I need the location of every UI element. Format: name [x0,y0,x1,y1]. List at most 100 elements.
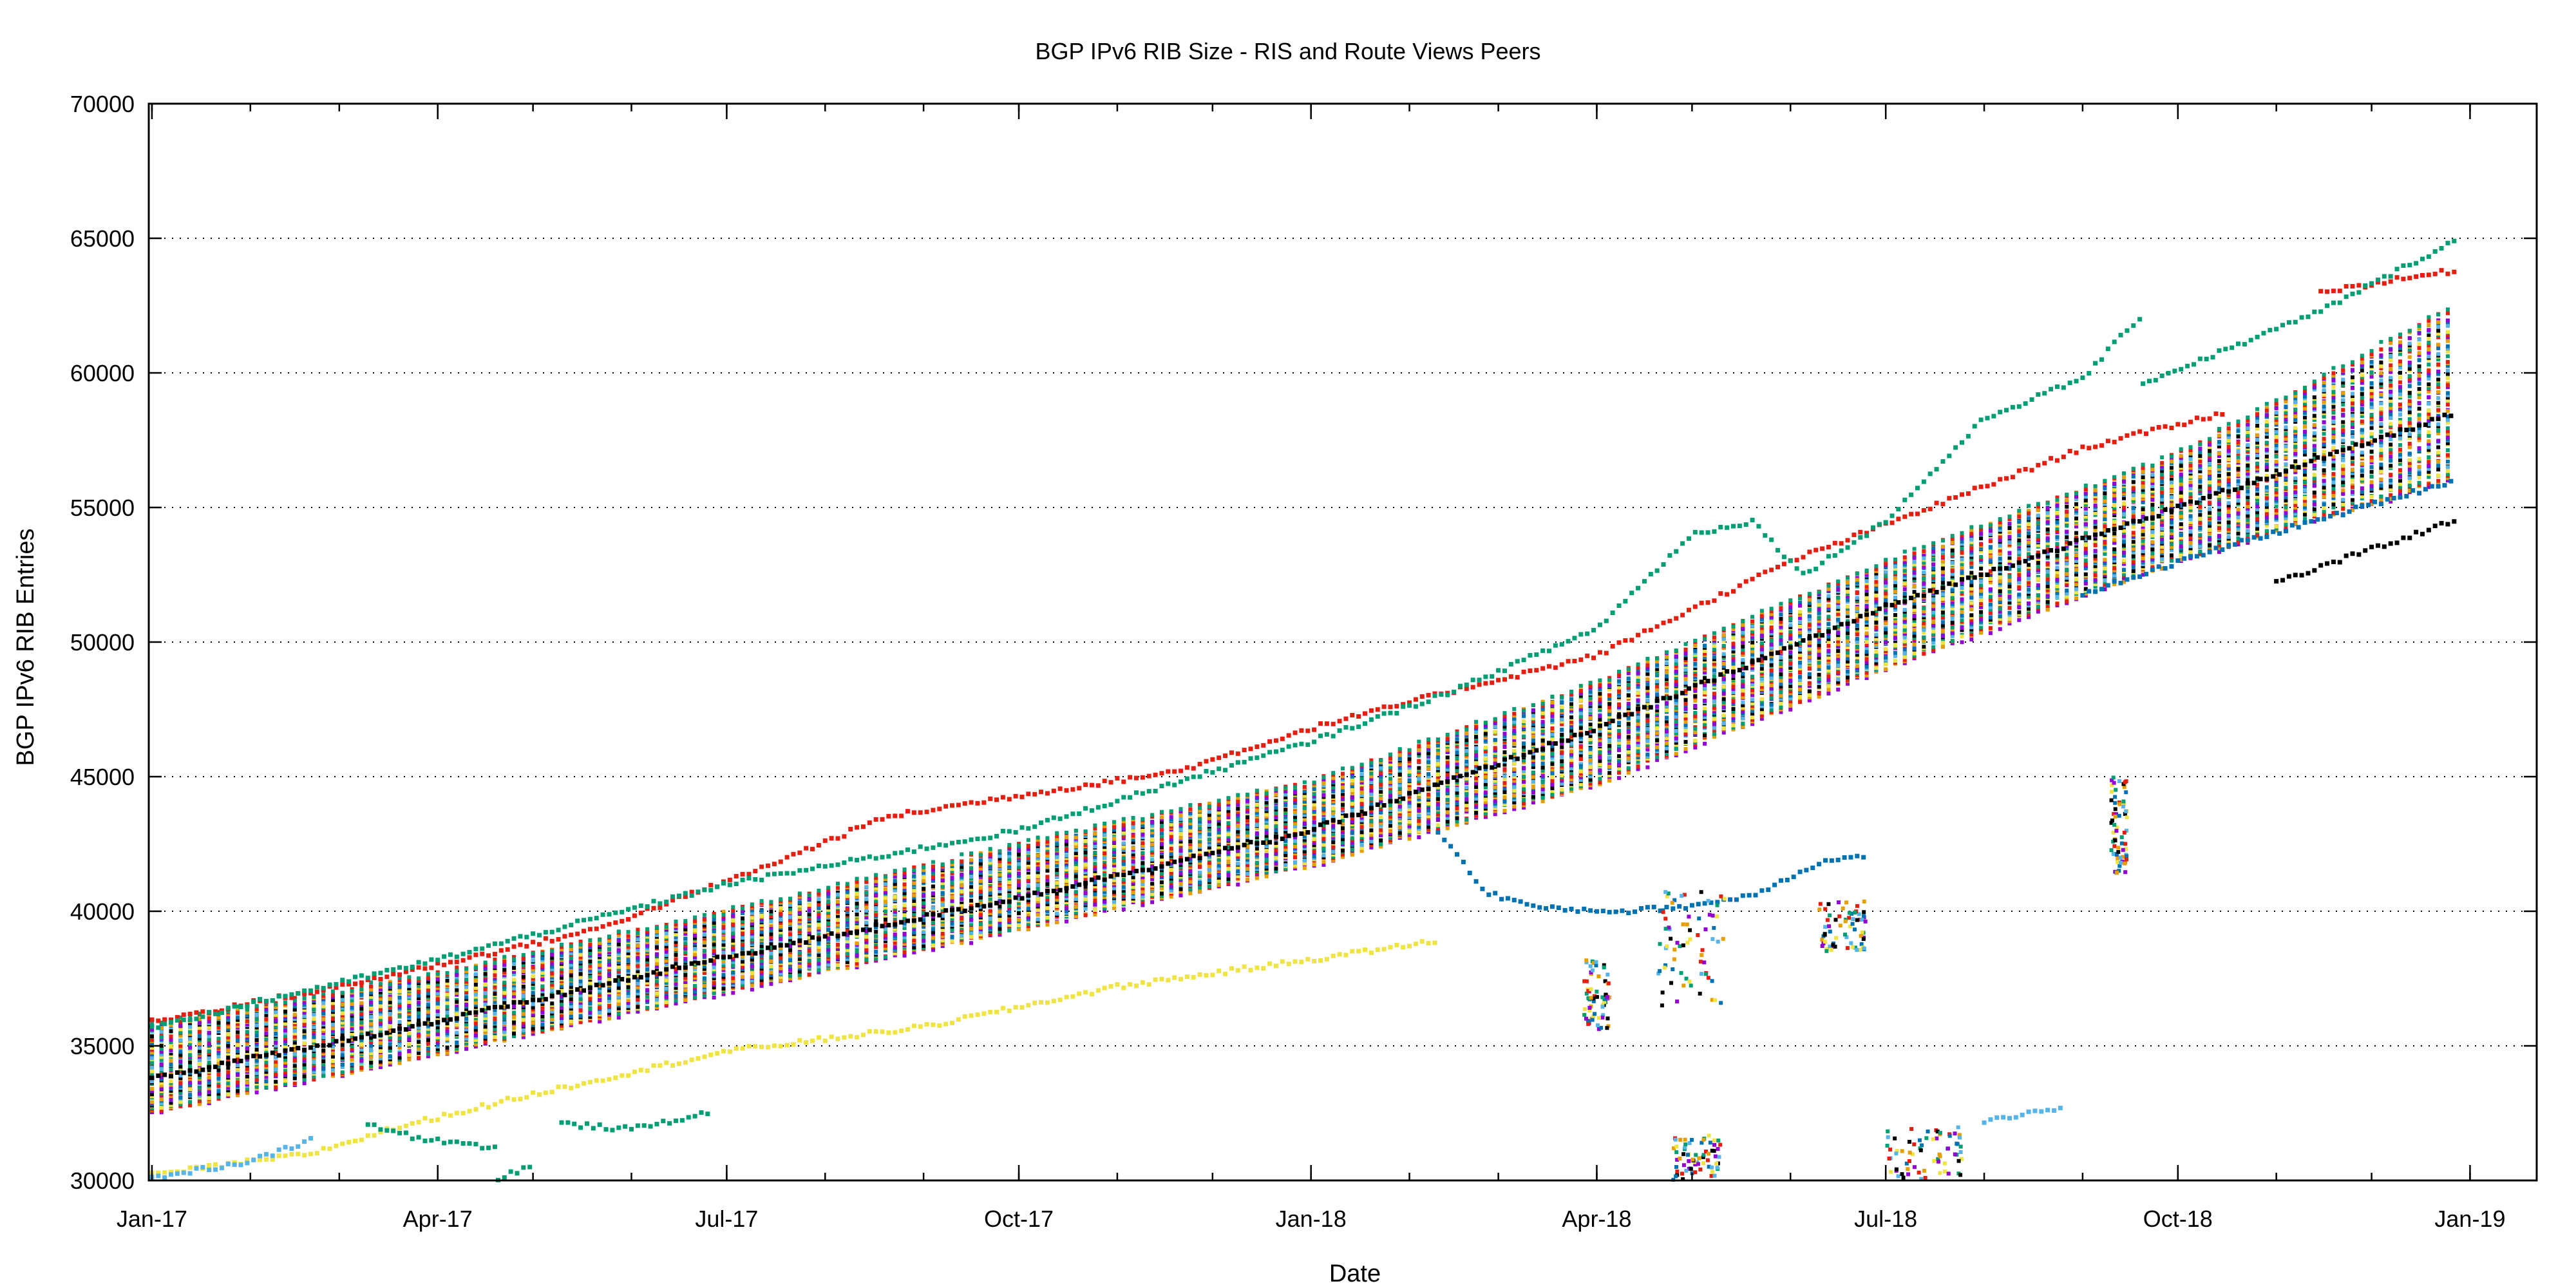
data-point [807,949,811,953]
data-point [2398,448,2402,452]
data-point [1779,694,1783,698]
data-point [1893,639,1897,643]
data-point [512,1023,516,1027]
data-point [1131,885,1135,889]
data-point [426,1038,430,1043]
data-point [1560,781,1564,786]
data-point [197,1080,202,1084]
data-point [1169,895,1173,899]
data-point [978,925,983,930]
data-point [636,998,640,1002]
data-point [2322,478,2326,483]
data-point [2226,524,2231,528]
data-point [2303,480,2307,485]
data-point [2198,552,2202,556]
data-point [521,1023,526,1028]
data-point [350,1044,354,1048]
data-point [378,1045,383,1050]
data-point [1645,765,1650,770]
data-point [2093,573,2098,577]
data-point [1045,922,1050,927]
data-point [1846,681,1850,686]
data-point [1798,677,1803,682]
data-point [2036,574,2040,579]
data-point [788,976,793,981]
data-point [712,976,716,981]
data-point [1302,851,1307,856]
data-point [1131,895,1135,899]
data-point [683,983,688,988]
data-point [149,1100,154,1104]
data-point [874,934,878,938]
data-point [1674,747,1678,752]
data-point [1274,855,1278,860]
data-point [1350,848,1354,852]
data-point [2436,439,2441,444]
data-point [1169,867,1173,872]
data-point [2027,609,2031,614]
data-point [2007,606,2012,611]
data-point [2284,503,2288,507]
data-point [769,975,773,980]
data-point [1836,656,1841,661]
data-point [2389,484,2393,489]
data-point [741,985,745,990]
data-point [216,1084,221,1088]
data-point [426,1032,430,1037]
data-point [1217,858,1221,862]
data-point [1103,909,1107,913]
data-point [1846,653,1850,658]
data-point [797,969,802,974]
data-point [1922,635,1926,639]
data-point [435,1043,440,1047]
data-point [1902,627,1907,632]
data-point [1083,907,1088,911]
data-point [1645,759,1650,763]
data-point [2074,582,2079,587]
data-point [1769,696,1774,700]
data-point [1902,651,1907,656]
data-point [998,933,1002,937]
data-point [1836,659,1841,664]
data-point [883,936,887,940]
data-point [1312,854,1316,858]
data-point [2226,506,2231,510]
data-point [369,1051,374,1056]
data-point [1540,795,1545,800]
data-point [1759,699,1764,704]
data-point [960,928,964,933]
data-point [455,1040,459,1045]
data-point [1550,782,1555,787]
data-point [1931,637,1936,641]
data-point [1807,681,1812,685]
data-point [2274,526,2278,531]
data-point [330,1068,335,1072]
data-point [302,1065,307,1070]
data-point [2351,483,2355,488]
data-point [1846,659,1850,664]
data-point [245,1083,249,1087]
data-point [712,985,716,990]
data-point [1264,870,1269,875]
data-point [1426,811,1431,815]
data-point [445,1031,450,1036]
data-point [1359,843,1364,848]
data-point [1779,701,1783,706]
data-point [2293,507,2298,512]
data-point [1435,802,1440,807]
data-point [1607,759,1612,763]
data-point [1979,605,1984,609]
data-point [2065,591,2069,596]
data-point [2065,594,2069,598]
data-point [1874,658,1879,663]
data-point [2445,431,2450,436]
data-point [378,1054,383,1058]
data-point [569,1021,573,1026]
data-point [2264,500,2269,504]
data-point [1855,664,1859,668]
data-point [2436,473,2441,478]
data-point [769,981,773,986]
data-point [1674,728,1678,733]
data-point [1141,900,1145,904]
data-point [750,987,754,992]
